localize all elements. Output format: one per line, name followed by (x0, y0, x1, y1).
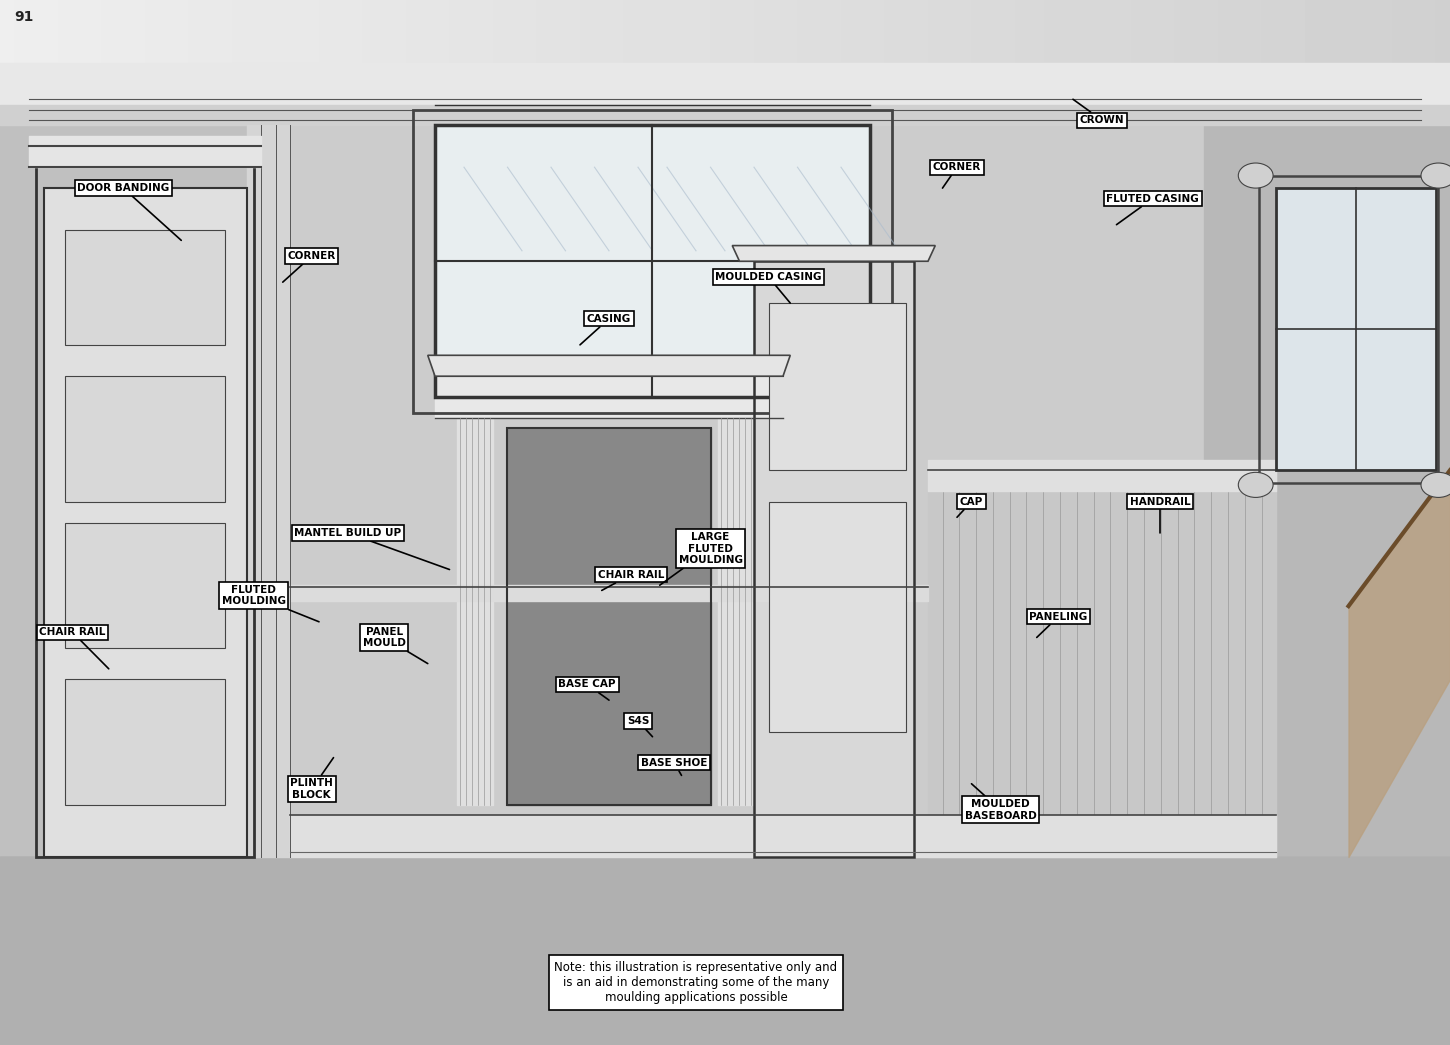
FancyBboxPatch shape (65, 230, 225, 345)
Circle shape (1238, 163, 1273, 188)
Text: PANEL
MOULD: PANEL MOULD (362, 627, 428, 664)
FancyBboxPatch shape (65, 376, 225, 502)
Text: PLINTH
BLOCK: PLINTH BLOCK (290, 758, 334, 799)
Text: CROWN: CROWN (1073, 99, 1124, 125)
Polygon shape (732, 246, 935, 261)
Text: LARGE
FLUTED
MOULDING: LARGE FLUTED MOULDING (660, 532, 742, 585)
Text: CAP: CAP (957, 496, 983, 517)
Text: MANTEL BUILD UP: MANTEL BUILD UP (294, 528, 450, 570)
Text: FLUTED CASING: FLUTED CASING (1106, 193, 1199, 225)
FancyBboxPatch shape (65, 679, 225, 805)
Text: MOULDED
BASEBOARD: MOULDED BASEBOARD (964, 784, 1037, 820)
Text: BASE SHOE: BASE SHOE (641, 758, 708, 775)
FancyBboxPatch shape (65, 522, 225, 648)
Text: MOULDED CASING: MOULDED CASING (715, 272, 822, 303)
FancyBboxPatch shape (768, 303, 906, 470)
Text: HANDRAIL: HANDRAIL (1130, 496, 1190, 533)
Circle shape (1421, 163, 1450, 188)
Text: S4S: S4S (626, 716, 652, 737)
FancyBboxPatch shape (768, 502, 906, 732)
Text: CORNER: CORNER (932, 162, 982, 188)
Text: PANELING: PANELING (1030, 611, 1088, 637)
Polygon shape (428, 355, 790, 376)
Text: FLUTED
MOULDING: FLUTED MOULDING (222, 585, 319, 622)
Text: BASE CAP: BASE CAP (558, 679, 616, 700)
Text: Note: this illustration is representative only and
is an aid in demonstrating so: Note: this illustration is representativ… (554, 960, 838, 1004)
Text: CASING: CASING (580, 314, 631, 345)
Text: CHAIR RAIL: CHAIR RAIL (597, 570, 664, 590)
Text: DOOR BANDING: DOOR BANDING (77, 183, 181, 240)
Text: CORNER: CORNER (283, 251, 336, 282)
Circle shape (1238, 472, 1273, 497)
Text: 91: 91 (14, 10, 33, 24)
Circle shape (1421, 472, 1450, 497)
Text: CHAIR RAIL: CHAIR RAIL (39, 627, 109, 669)
